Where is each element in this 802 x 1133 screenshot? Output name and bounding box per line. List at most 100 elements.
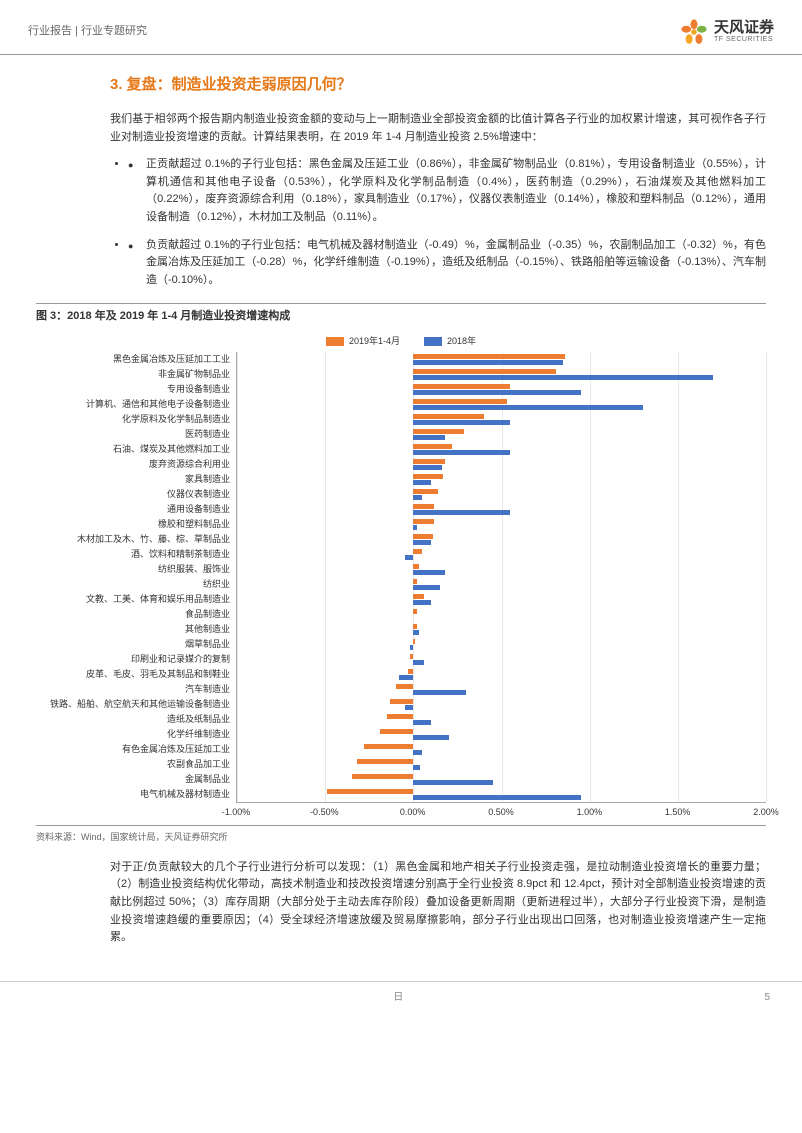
bar-group: [237, 427, 766, 442]
bar-s2018: [413, 660, 424, 665]
y-label: 非金属矿物制品业: [36, 367, 230, 382]
y-label: 电气机械及器材制造业: [36, 787, 230, 802]
y-label: 烟草制品业: [36, 637, 230, 652]
content-body: 3. 复盘：制造业投资走弱原因几何？ 我们基于相邻两个报告期内制造业投资金额的变…: [0, 55, 802, 973]
x-tick: 1.00%: [577, 805, 603, 819]
chart-section: 图 3：2018 年及 2019 年 1-4 月制造业投资增速构成 2019年1…: [36, 303, 766, 844]
bar-group: [237, 352, 766, 367]
y-label: 食品制造业: [36, 607, 230, 622]
bar-group: [237, 532, 766, 547]
section-title: 3. 复盘：制造业投资走弱原因几何？: [110, 73, 766, 97]
bullet-positive: 正贡献超过 0.1%的子行业包括：黑色金属及压延工业（0.86%），非金属矿物制…: [128, 156, 766, 226]
legend-2018: 2018年: [424, 334, 476, 348]
bar-s2019: [413, 369, 556, 374]
bar-s2019: [357, 759, 413, 764]
plot-area: [236, 352, 766, 803]
y-label: 石油、煤炭及其他燃料加工业: [36, 442, 230, 457]
bar-s2019: [413, 549, 422, 554]
y-label: 文教、工美、体育和娱乐用品制造业: [36, 592, 230, 607]
bar-s2019: [413, 594, 424, 599]
legend-label-2018: 2018年: [447, 334, 476, 348]
footer-page: 5: [764, 990, 770, 1006]
bar-s2019: [413, 609, 417, 614]
bar-s2018: [413, 795, 581, 800]
y-label: 纺织服装、服饰业: [36, 562, 230, 577]
bar-group: [237, 367, 766, 382]
legend-2019: 2019年1-4月: [326, 334, 400, 348]
bar-s2018: [413, 495, 422, 500]
bar-group: [237, 457, 766, 472]
bar-s2019: [408, 669, 413, 674]
bar-group: [237, 487, 766, 502]
y-label: 医药制造业: [36, 427, 230, 442]
bar-s2018: [413, 390, 581, 395]
y-label: 铁路、船舶、航空航天和其他运输设备制造业: [36, 697, 230, 712]
page-header: 行业报告 | 行业专题研究 天风证券 TF SECURITIES: [0, 0, 802, 55]
y-label: 化学原料及化学制品制造业: [36, 412, 230, 427]
y-label: 金属制品业: [36, 772, 230, 787]
bars-container: [237, 352, 766, 802]
bar-group: [237, 382, 766, 397]
y-label: 纺织业: [36, 577, 230, 592]
chart-body: 黑色金属冶炼及压延加工工业非金属矿物制品业专用设备制造业计算机、通信和其他电子设…: [36, 352, 766, 803]
page-footer: 日 5: [0, 981, 802, 1022]
chart-title: 图 3：2018 年及 2019 年 1-4 月制造业投资增速构成: [36, 303, 766, 326]
y-label: 皮革、毛皮、羽毛及其制品和制鞋业: [36, 667, 230, 682]
bar-group: [237, 727, 766, 742]
y-label: 通用设备制造业: [36, 502, 230, 517]
bar-s2019: [390, 699, 413, 704]
bar-s2019: [327, 789, 413, 794]
footer-center: 日: [393, 990, 403, 1006]
bar-s2018: [413, 435, 445, 440]
bar-group: [237, 397, 766, 412]
y-label: 汽车制造业: [36, 682, 230, 697]
bar-s2019: [413, 564, 418, 569]
bar-group: [237, 502, 766, 517]
y-label: 酒、饮料和精制茶制造业: [36, 547, 230, 562]
y-label: 其他制造业: [36, 622, 230, 637]
bar-s2019: [413, 534, 432, 539]
bar-s2019: [413, 459, 445, 464]
bar-s2019: [364, 744, 413, 749]
bar-s2018: [413, 360, 563, 365]
y-label: 有色金属冶炼及压延加工业: [36, 742, 230, 757]
logo-text: 天风证券 TF SECURITIES: [714, 20, 774, 44]
bar-group: [237, 622, 766, 637]
bar-s2019: [413, 579, 417, 584]
bar-s2018: [413, 750, 422, 755]
bullet-negative: 负贡献超过 0.1%的子行业包括：电气机械及器材制造业（-0.49）%，金属制品…: [128, 237, 766, 290]
bar-group: [237, 607, 766, 622]
bar-group: [237, 547, 766, 562]
bar-group: [237, 697, 766, 712]
legend-swatch-2018: [424, 337, 442, 346]
bar-group: [237, 712, 766, 727]
bar-s2018: [413, 780, 492, 785]
y-label: 专用设备制造业: [36, 382, 230, 397]
y-label: 农副食品加工业: [36, 757, 230, 772]
bar-group: [237, 517, 766, 532]
y-label: 印刷业和记录媒介的复制: [36, 652, 230, 667]
bar-s2018: [413, 720, 431, 725]
y-axis-labels: 黑色金属冶炼及压延加工工业非金属矿物制品业专用设备制造业计算机、通信和其他电子设…: [36, 352, 236, 803]
bar-s2018: [413, 465, 441, 470]
y-label: 计算机、通信和其他电子设备制造业: [36, 397, 230, 412]
bar-s2018: [413, 735, 448, 740]
bar-s2018: [413, 690, 466, 695]
chart-source: 资料来源：Wind，国家统计局，天风证券研究所: [36, 825, 766, 844]
x-axis: -1.00%-0.50%0.00%0.50%1.00%1.50%2.00%: [236, 803, 766, 819]
bullet-list: 正贡献超过 0.1%的子行业包括：黑色金属及压延工业（0.86%），非金属矿物制…: [128, 156, 766, 289]
bar-s2018: [413, 450, 510, 455]
legend-label-2019: 2019年1-4月: [349, 334, 400, 348]
bar-s2019: [410, 654, 414, 659]
legend-swatch-2019: [326, 337, 344, 346]
x-tick: 0.50%: [488, 805, 514, 819]
bar-s2018: [405, 555, 414, 560]
bar-s2018: [413, 480, 431, 485]
x-tick: -1.00%: [222, 805, 251, 819]
bar-s2019: [396, 684, 414, 689]
bar-group: [237, 577, 766, 592]
bar-s2018: [405, 705, 414, 710]
bar-s2019: [413, 384, 510, 389]
bar-s2018: [413, 405, 642, 410]
bar-s2019: [413, 429, 464, 434]
